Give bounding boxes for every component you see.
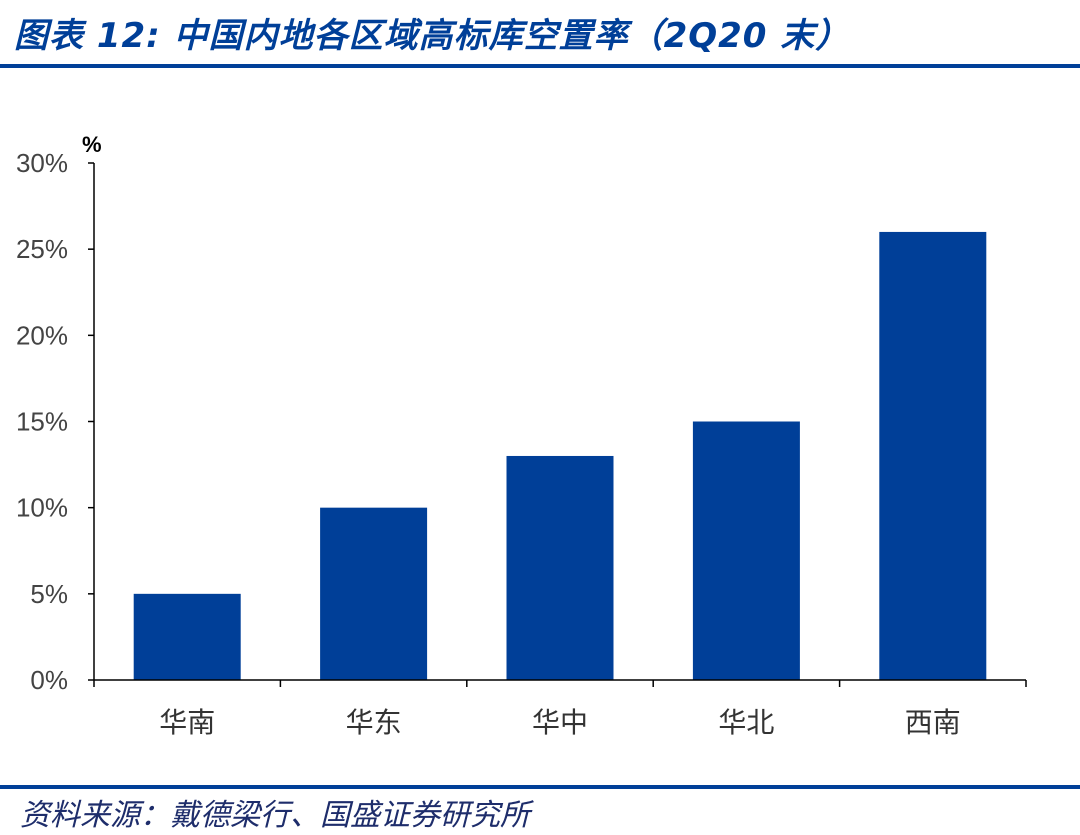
y-tick-label: 30% <box>16 148 68 178</box>
bar-1 <box>133 593 241 680</box>
y-tick-label: 0% <box>30 665 68 695</box>
x-category-label: 华东 <box>346 706 402 739</box>
x-category-label: 华南 <box>159 706 215 739</box>
x-category-label: 华中 <box>532 706 588 739</box>
bar-chart: % 0% 5% 10% 15% 20% 25% 30% 华南 华东 华中 华北 西南 <box>16 132 1027 739</box>
bar-2 <box>320 507 428 680</box>
y-tick-label: 5% <box>30 579 68 609</box>
bar-5 <box>879 231 987 680</box>
y-axis-unit-label: % <box>82 132 102 157</box>
bar-3 <box>506 455 614 680</box>
y-axis-ticks: 0% 5% 10% 15% 20% 25% 30% <box>16 148 94 695</box>
x-category-label: 华北 <box>718 706 774 739</box>
y-tick-label: 20% <box>16 320 68 350</box>
title-divider <box>0 64 1080 68</box>
x-category-label: 西南 <box>905 706 961 739</box>
source-divider <box>0 785 1080 789</box>
source-note: 资料来源：戴德梁行、国盛证券研究所 <box>20 798 530 833</box>
bar-series <box>133 231 987 680</box>
bar-4 <box>692 421 800 680</box>
y-tick-label: 25% <box>16 234 68 264</box>
chart-title: 图表 12: 中国内地各区域高标库空置率（2Q20 末） <box>14 16 851 56</box>
y-tick-label: 10% <box>16 493 68 523</box>
y-tick-label: 15% <box>16 407 68 437</box>
x-axis-ticks: 华南 华东 华中 华北 西南 <box>93 680 1027 739</box>
